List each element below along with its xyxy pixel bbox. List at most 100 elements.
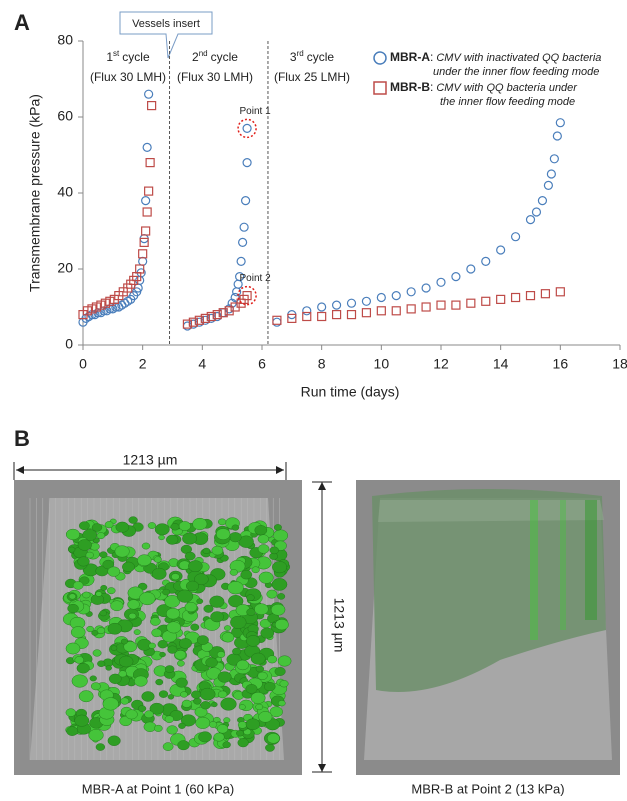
biofilm-cluster bbox=[82, 591, 91, 599]
biofilm-cluster bbox=[74, 714, 90, 727]
data-point bbox=[537, 196, 548, 206]
callout-box bbox=[119, 11, 213, 59]
legend-description: CMV with QQ bacteria under bbox=[436, 82, 578, 94]
biofilm-cluster bbox=[162, 588, 171, 596]
biofilm-cluster bbox=[72, 581, 84, 590]
legend-separator: : bbox=[430, 80, 433, 94]
biofilm-cluster bbox=[108, 673, 122, 684]
biofilm-cluster bbox=[115, 521, 130, 533]
biofilm-cluster bbox=[127, 599, 140, 610]
x-tick-label: 16 bbox=[553, 356, 569, 372]
biofilm-cluster bbox=[254, 525, 268, 536]
biofilm-cluster bbox=[133, 629, 141, 635]
data-point bbox=[144, 89, 154, 99]
biofilm-cluster bbox=[144, 710, 154, 719]
biofilm-cluster bbox=[125, 709, 138, 720]
data-point bbox=[346, 310, 357, 320]
biofilm-cluster bbox=[123, 641, 138, 653]
biofilm-cluster bbox=[89, 675, 97, 682]
legend-separator: : bbox=[430, 50, 433, 64]
data-point bbox=[543, 180, 554, 190]
point-label: Point 1 bbox=[240, 106, 272, 117]
biofilm-cluster bbox=[269, 706, 283, 718]
data-point bbox=[406, 287, 416, 297]
biofilm-cluster bbox=[279, 680, 289, 688]
point-highlight bbox=[237, 118, 257, 139]
data-point bbox=[496, 294, 506, 304]
biofilm-cluster bbox=[238, 704, 246, 710]
biofilm-cluster bbox=[227, 581, 244, 595]
biofilm-cluster bbox=[257, 544, 270, 554]
data-point bbox=[331, 310, 342, 320]
biofilm-cluster bbox=[78, 521, 90, 531]
biofilm-cluster bbox=[164, 595, 181, 608]
legend-marker bbox=[373, 81, 387, 95]
biofilm-cluster bbox=[217, 518, 227, 526]
cycle-number: 2 bbox=[192, 50, 199, 64]
biofilm-cluster bbox=[77, 556, 90, 567]
biofilm-cluster bbox=[96, 532, 106, 540]
biofilm-cluster bbox=[217, 671, 232, 683]
data-point bbox=[242, 291, 252, 301]
biofilm-cluster bbox=[267, 655, 278, 664]
x-tick-label: 18 bbox=[612, 356, 627, 372]
legend-description: the inner flow feeding mode bbox=[440, 96, 575, 108]
biofilm-cluster bbox=[236, 659, 250, 671]
caption: MBR-A at Point 1 (60 kPa) bbox=[82, 781, 234, 796]
biofilm-cluster bbox=[139, 591, 156, 606]
biofilm-cluster bbox=[251, 566, 260, 574]
biofilm-cluster bbox=[258, 711, 273, 723]
biofilm-cluster bbox=[265, 743, 275, 752]
biofilm-cluster bbox=[250, 652, 266, 665]
biofilm-cluster bbox=[277, 593, 286, 600]
data-point bbox=[236, 256, 246, 266]
data-point bbox=[287, 313, 297, 323]
biofilm-cluster bbox=[177, 740, 190, 751]
biofilm-cluster bbox=[151, 628, 162, 638]
biofilm-cluster bbox=[190, 623, 200, 631]
data-point bbox=[147, 100, 157, 111]
micrograph-a bbox=[14, 480, 302, 775]
data-point bbox=[182, 319, 193, 329]
biofilm-cluster bbox=[159, 651, 166, 658]
biofilm-cluster bbox=[167, 694, 175, 700]
biofilm-cluster bbox=[97, 660, 106, 667]
legend-marker bbox=[373, 51, 387, 65]
data-point bbox=[235, 272, 245, 282]
biofilm-cluster bbox=[166, 534, 179, 545]
data-point bbox=[555, 118, 565, 128]
biofilm-cluster bbox=[164, 665, 175, 673]
biofilm-cluster bbox=[88, 729, 104, 742]
data-point bbox=[549, 154, 559, 164]
biofilm-cluster bbox=[237, 738, 249, 748]
biofilm-cluster bbox=[205, 657, 218, 668]
biofilm-cluster bbox=[228, 595, 244, 608]
biofilm-cluster bbox=[114, 545, 130, 558]
biofilm-cluster bbox=[137, 705, 147, 712]
x-tick-label: 12 bbox=[433, 356, 449, 372]
x-tick-label: 2 bbox=[139, 356, 147, 372]
data-point bbox=[138, 249, 148, 259]
data-point bbox=[346, 298, 357, 308]
biofilm-cluster bbox=[90, 682, 101, 691]
biofilm-cluster bbox=[95, 591, 103, 597]
y-axis-title: Transmembrane pressure (kPa) bbox=[27, 94, 43, 292]
biofilm-cluster bbox=[221, 632, 235, 643]
x-tick-label: 14 bbox=[493, 356, 509, 372]
caption: MBR-B at Point 2 (13 kPa) bbox=[411, 781, 564, 796]
biofilm-cluster bbox=[128, 612, 137, 620]
micrograph-b bbox=[356, 480, 620, 775]
biofilm-cluster bbox=[167, 645, 178, 654]
biofilm-cluster bbox=[208, 721, 218, 728]
cycle-label: 1st cycle bbox=[106, 49, 150, 64]
biofilm-cluster bbox=[99, 551, 108, 558]
data-point bbox=[510, 292, 521, 303]
biofilm-cluster bbox=[68, 593, 77, 600]
biofilm-cluster bbox=[155, 678, 164, 686]
biofilm-cluster bbox=[182, 532, 198, 545]
data-point bbox=[230, 292, 240, 303]
data-point bbox=[466, 264, 476, 274]
biofilm-cluster bbox=[194, 573, 209, 586]
biofilm-cluster bbox=[246, 608, 256, 616]
biofilm-cluster bbox=[273, 524, 282, 531]
